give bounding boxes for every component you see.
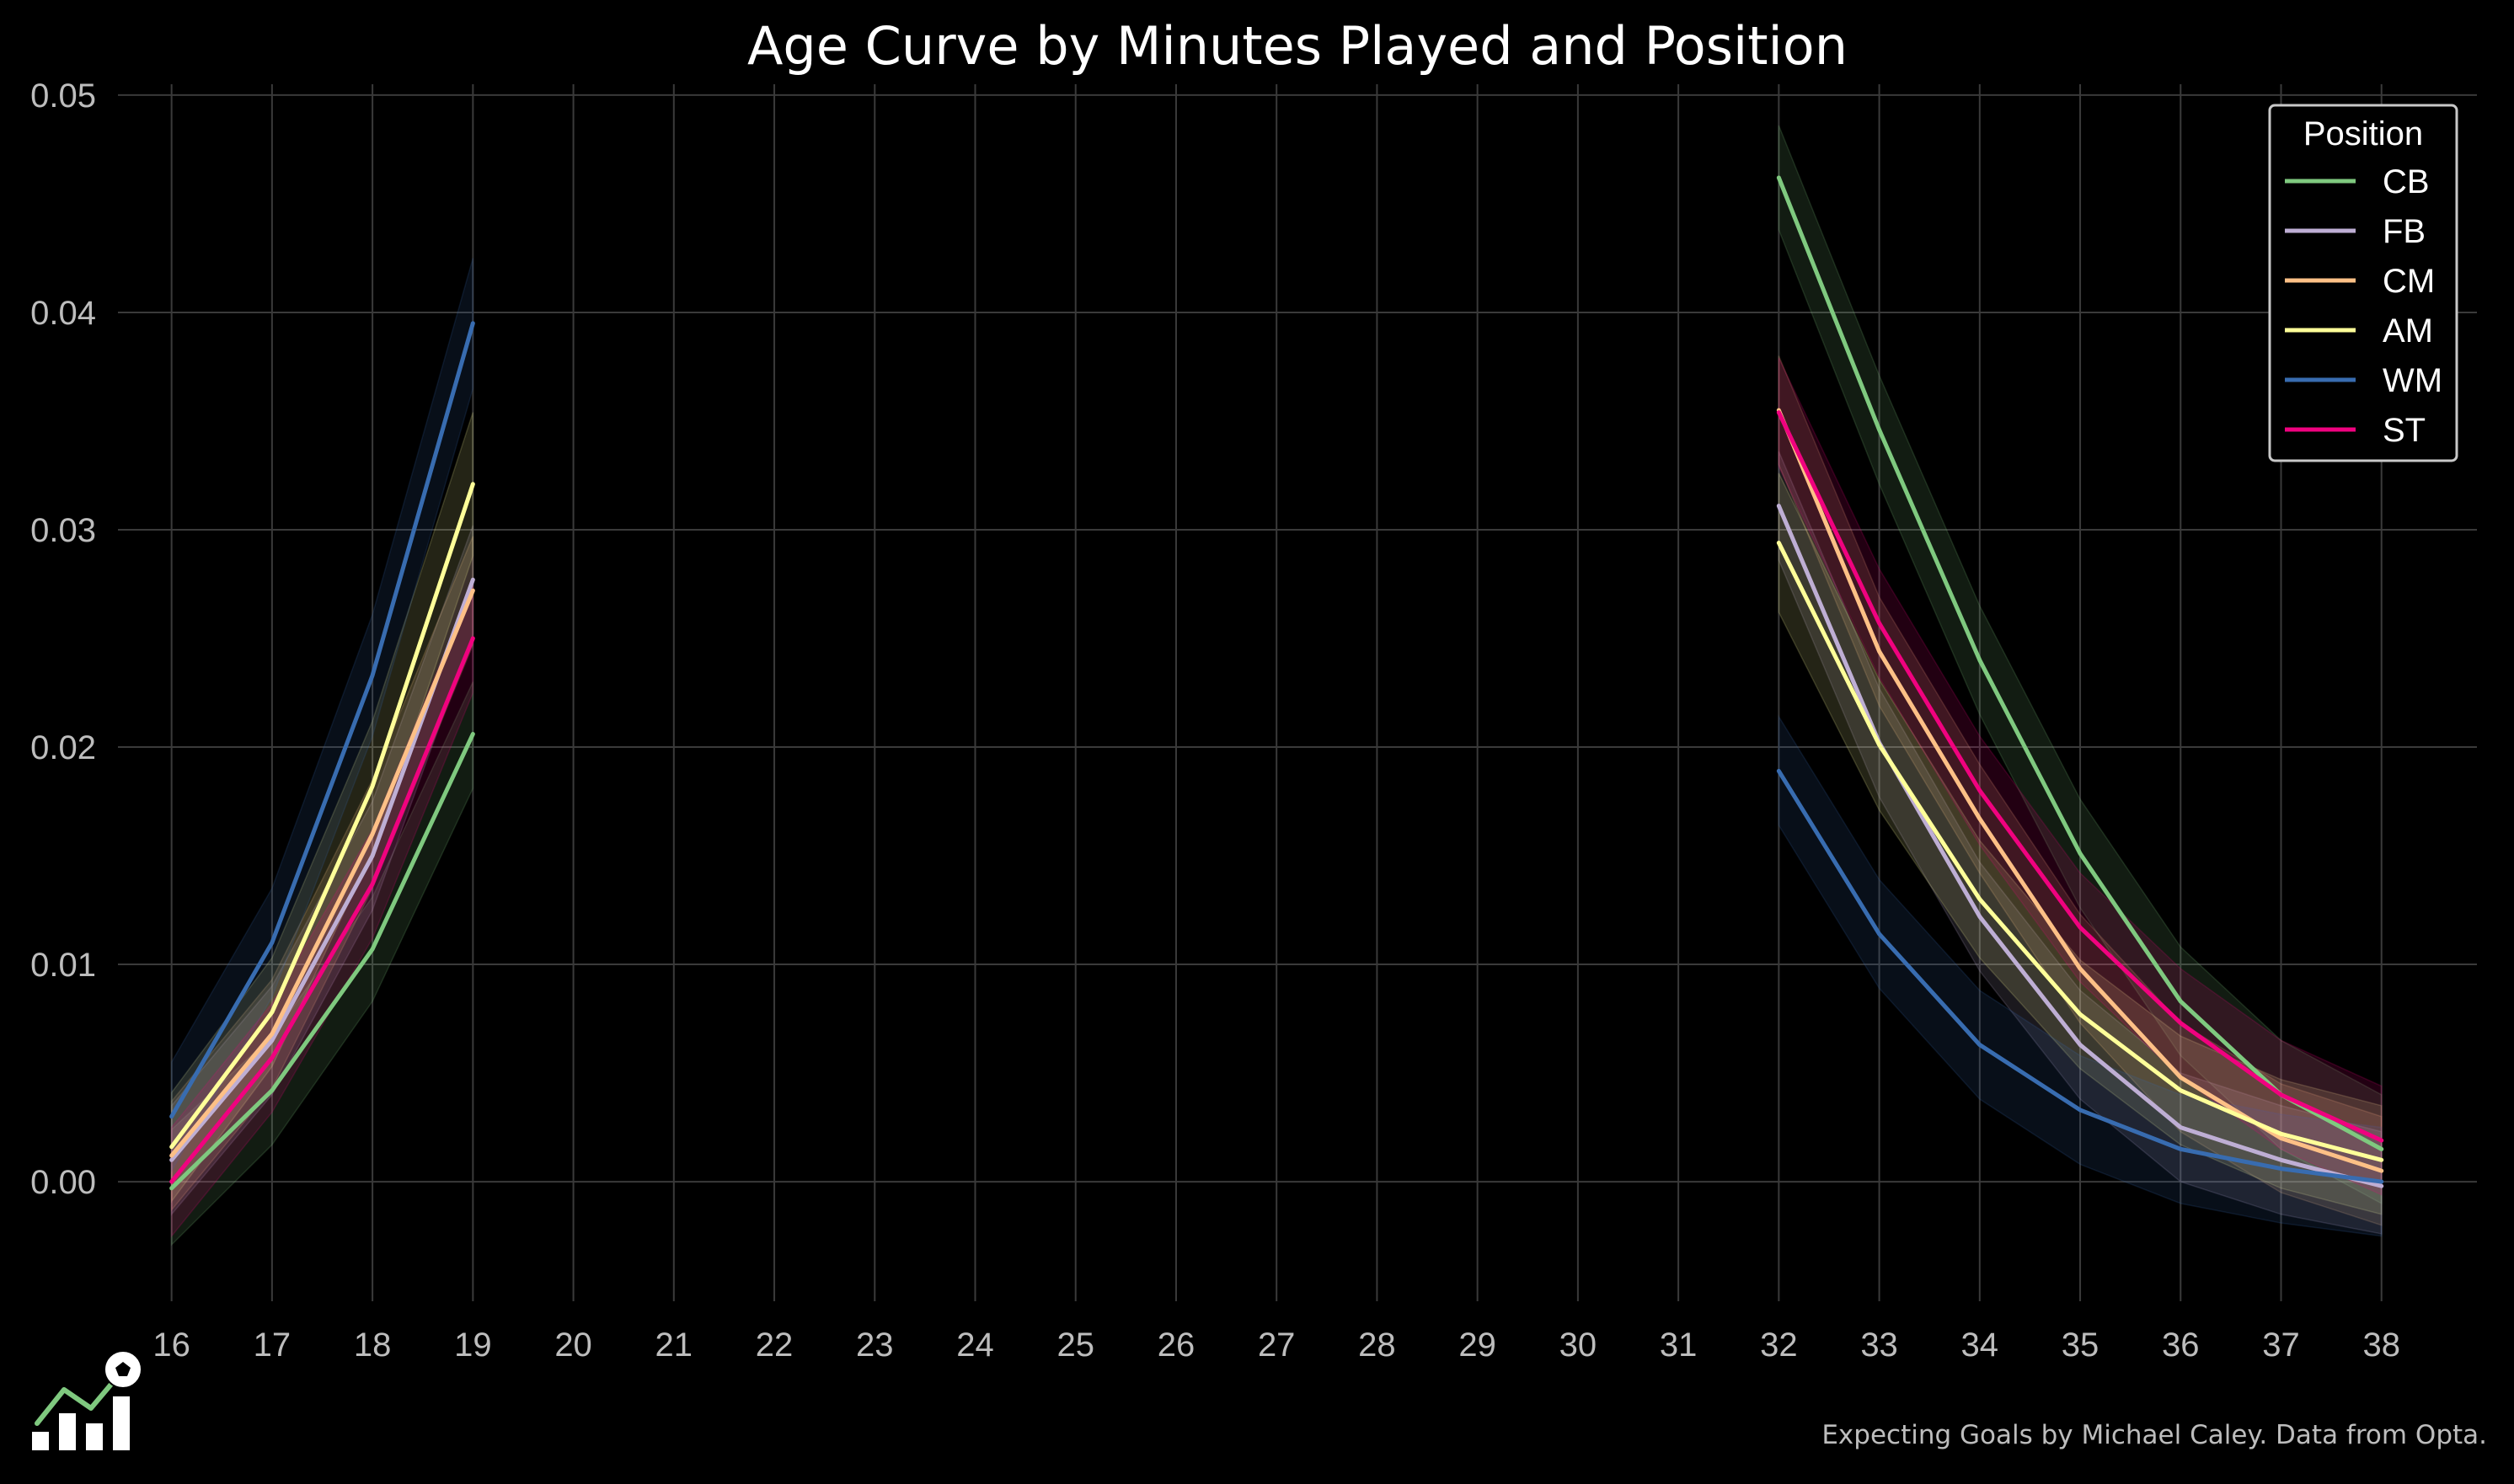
x-tick-label: 35: [2062, 1327, 2099, 1364]
legend-label-cm: CM: [2383, 263, 2435, 300]
x-tick-label: 28: [1358, 1327, 1396, 1364]
logo-bar-4: [113, 1396, 130, 1450]
line-wm: [1776, 768, 2384, 1184]
x-tick-label: 30: [1559, 1327, 1597, 1364]
legend-title: Position: [2303, 115, 2423, 152]
logo-bar-1: [32, 1432, 49, 1450]
x-tick-label: 18: [354, 1327, 392, 1364]
band-fb: [170, 525, 474, 1216]
y-tick-label: 0.00: [30, 1164, 96, 1201]
x-tick-label: 26: [1158, 1327, 1195, 1364]
x-tick-label: 38: [2362, 1327, 2400, 1364]
line-cm: [1776, 408, 2384, 1173]
logo-trend-line: [35, 1374, 120, 1426]
line-st: [169, 636, 475, 1184]
x-tick-label: 19: [454, 1327, 492, 1364]
x-tick-label: 33: [1860, 1327, 1898, 1364]
series-lines: [169, 175, 2384, 1191]
logo-bar-3: [86, 1423, 103, 1450]
x-tick-label: 24: [956, 1327, 994, 1364]
x-tick-label: 29: [1458, 1327, 1496, 1364]
chart-title: Age Curve by Minutes Played and Position: [747, 15, 1848, 77]
legend-items: CB FB CM AM WM ST: [2285, 163, 2442, 449]
line-am: [1776, 540, 2384, 1162]
y-tick-label: 0.04: [30, 295, 96, 332]
logo-ball-patch: [115, 1362, 131, 1376]
x-tick-label: 32: [1760, 1327, 1798, 1364]
x-tick-label: 34: [1961, 1327, 1999, 1364]
x-tick-label: 22: [756, 1327, 794, 1364]
band-cb: [170, 681, 474, 1246]
chart-caption: Expecting Goals by Michael Caley. Data f…: [1821, 1420, 2487, 1450]
band-cb: [1778, 125, 2383, 1205]
legend: Position CB FB CM AM WM ST: [2268, 104, 2458, 462]
y-axis-ticks: 0.00 0.01 0.02 0.03 0.04 0.05: [30, 77, 96, 1201]
y-tick-label: 0.01: [30, 947, 96, 984]
x-axis-ticks: 16 17 18 19 20 21 22 23 24 25 26 27 28 29 30 31 32 33 34 35…: [152, 1327, 2400, 1364]
band-am: [1778, 472, 2383, 1215]
band-cm: [170, 536, 474, 1212]
logo-bar-2: [59, 1413, 76, 1450]
x-tick-label: 20: [554, 1327, 592, 1364]
x-tick-label: 27: [1258, 1327, 1296, 1364]
legend-label-am: AM: [2383, 312, 2433, 350]
x-tick-label: 23: [856, 1327, 894, 1364]
line-am: [169, 482, 475, 1150]
legend-label-wm: WM: [2383, 362, 2442, 399]
x-tick-label: 21: [655, 1327, 693, 1364]
band-cm: [1778, 355, 2383, 1226]
legend-label-st: ST: [2383, 412, 2426, 449]
x-tick-label: 17: [254, 1327, 292, 1364]
x-tick-label: 16: [152, 1327, 190, 1364]
x-tick-label: 37: [2262, 1327, 2300, 1364]
band-fb: [1778, 451, 2383, 1235]
legend-label-cb: CB: [2383, 163, 2430, 200]
x-tick-label: 25: [1056, 1327, 1094, 1364]
grid: [118, 84, 2477, 1301]
y-tick-label: 0.02: [30, 729, 96, 766]
line-st: [1776, 410, 2384, 1143]
y-tick-label: 0.05: [30, 77, 96, 115]
x-tick-label: 36: [2162, 1327, 2200, 1364]
line-cb: [169, 732, 475, 1191]
legend-box: [2268, 104, 2458, 462]
legend-label-fb: FB: [2383, 213, 2426, 250]
line-wm: [169, 321, 475, 1119]
y-tick-label: 0.03: [30, 512, 96, 549]
x-tick-label: 31: [1660, 1327, 1698, 1364]
expecting-goals-logo-icon: [32, 1350, 142, 1450]
line-cm: [169, 588, 475, 1158]
